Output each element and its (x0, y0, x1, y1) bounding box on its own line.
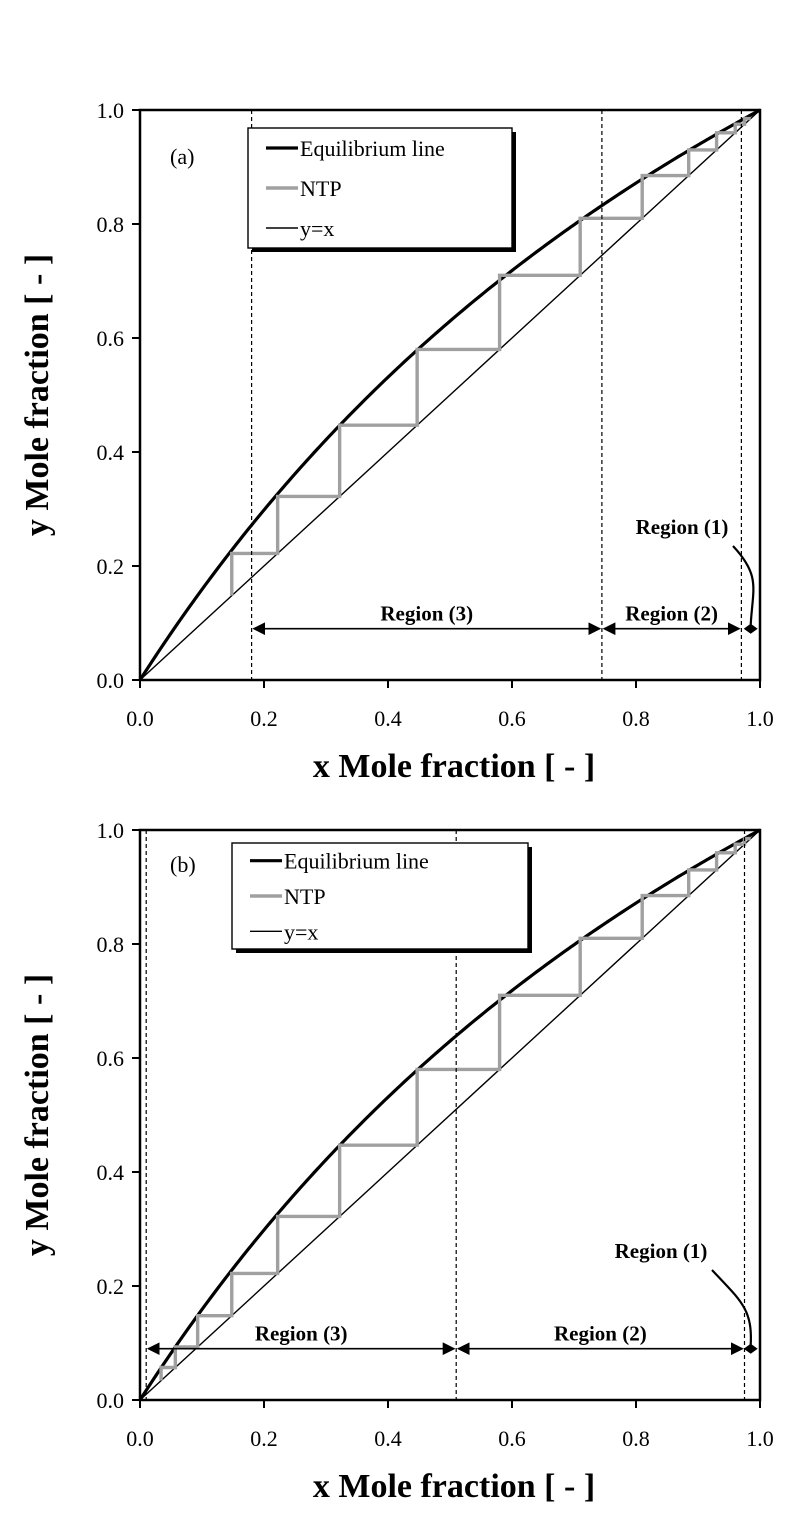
x-tick-label: 1.0 (746, 706, 774, 731)
region1-label: Region (1) (615, 1239, 708, 1263)
series-ntp (230, 116, 751, 596)
x-tick-label: 0.4 (374, 1426, 402, 1451)
y-tick-label: 0.6 (97, 326, 125, 351)
x-tick-label: 0.6 (498, 1426, 526, 1451)
region-label: Region (3) (380, 602, 473, 626)
y-tick-label: 0.2 (97, 1274, 125, 1299)
y-tick-label: 0.2 (97, 554, 125, 579)
x-axis-title: x Mole fraction [ - ] (313, 748, 595, 785)
legend-label: y=x (300, 216, 334, 241)
y-tick-label: 0.4 (97, 440, 125, 465)
chart-panel-b: 0.0 0.2 0.4 0.6 0.8 1.0 0.0 0.2 0.4 0.6 0.8 1.0 x Mo… (19, 818, 774, 1505)
x-tick-label: 0.4 (374, 706, 402, 731)
legend-label: Equilibrium line (300, 136, 445, 161)
y-tick-label: 0.4 (97, 1160, 125, 1185)
panel-label: (a) (170, 144, 194, 169)
region1-marker (743, 1343, 758, 1354)
y-tick-label: 0.0 (97, 668, 125, 693)
y-axis-title: y Mole fraction [ - ] (19, 254, 56, 536)
region1-callout (732, 545, 755, 625)
region1-marker (743, 623, 758, 634)
x-tick-label: 1.0 (746, 1426, 774, 1451)
y-tick-label: 0.6 (97, 1046, 125, 1071)
region-label: Region (2) (625, 602, 718, 626)
series-ntp (159, 836, 751, 1381)
x-tick-label: 0.0 (126, 706, 154, 731)
plot-frame (138, 108, 762, 682)
plot-frame (138, 828, 762, 1402)
y-axis-title: y Mole fraction [ - ] (19, 974, 56, 1256)
x-tick-label: 0.0 (126, 1426, 154, 1451)
y-tick-label: 0.8 (97, 932, 125, 957)
legend-label: NTP (300, 176, 342, 201)
x-axis-title: x Mole fraction [ - ] (313, 1468, 595, 1505)
region1-callout (711, 1269, 752, 1345)
legend-label: NTP (284, 884, 326, 909)
x-tick-label: 0.6 (498, 706, 526, 731)
y-tick-label: 1.0 (97, 818, 125, 843)
y-tick-label: 0.8 (97, 212, 125, 237)
y-tick-label: 1.0 (97, 98, 125, 123)
series-equilibrium-line (138, 108, 761, 681)
x-tick-label: 0.2 (250, 706, 278, 731)
x-tick-label: 0.2 (250, 1426, 278, 1451)
series-equilibrium-line (138, 828, 761, 1401)
x-tick-label: 0.8 (622, 706, 650, 731)
region-label: Region (2) (554, 1322, 647, 1346)
legend-label: y=x (284, 919, 318, 944)
series-y-equals-x (139, 109, 761, 681)
series-y-equals-x (139, 829, 761, 1401)
region-label: Region (3) (255, 1322, 348, 1346)
panel-label: (b) (170, 852, 196, 877)
region1-label: Region (1) (636, 515, 729, 539)
legend-label: Equilibrium line (284, 849, 429, 874)
y-tick-label: 0.0 (97, 1388, 125, 1413)
x-tick-label: 0.8 (622, 1426, 650, 1451)
chart-panel-a: 0.0 0.2 0.4 0.6 0.8 1.0 0.0 0.2 0.4 0.6 0.8 1.0 x Mo… (19, 98, 774, 785)
